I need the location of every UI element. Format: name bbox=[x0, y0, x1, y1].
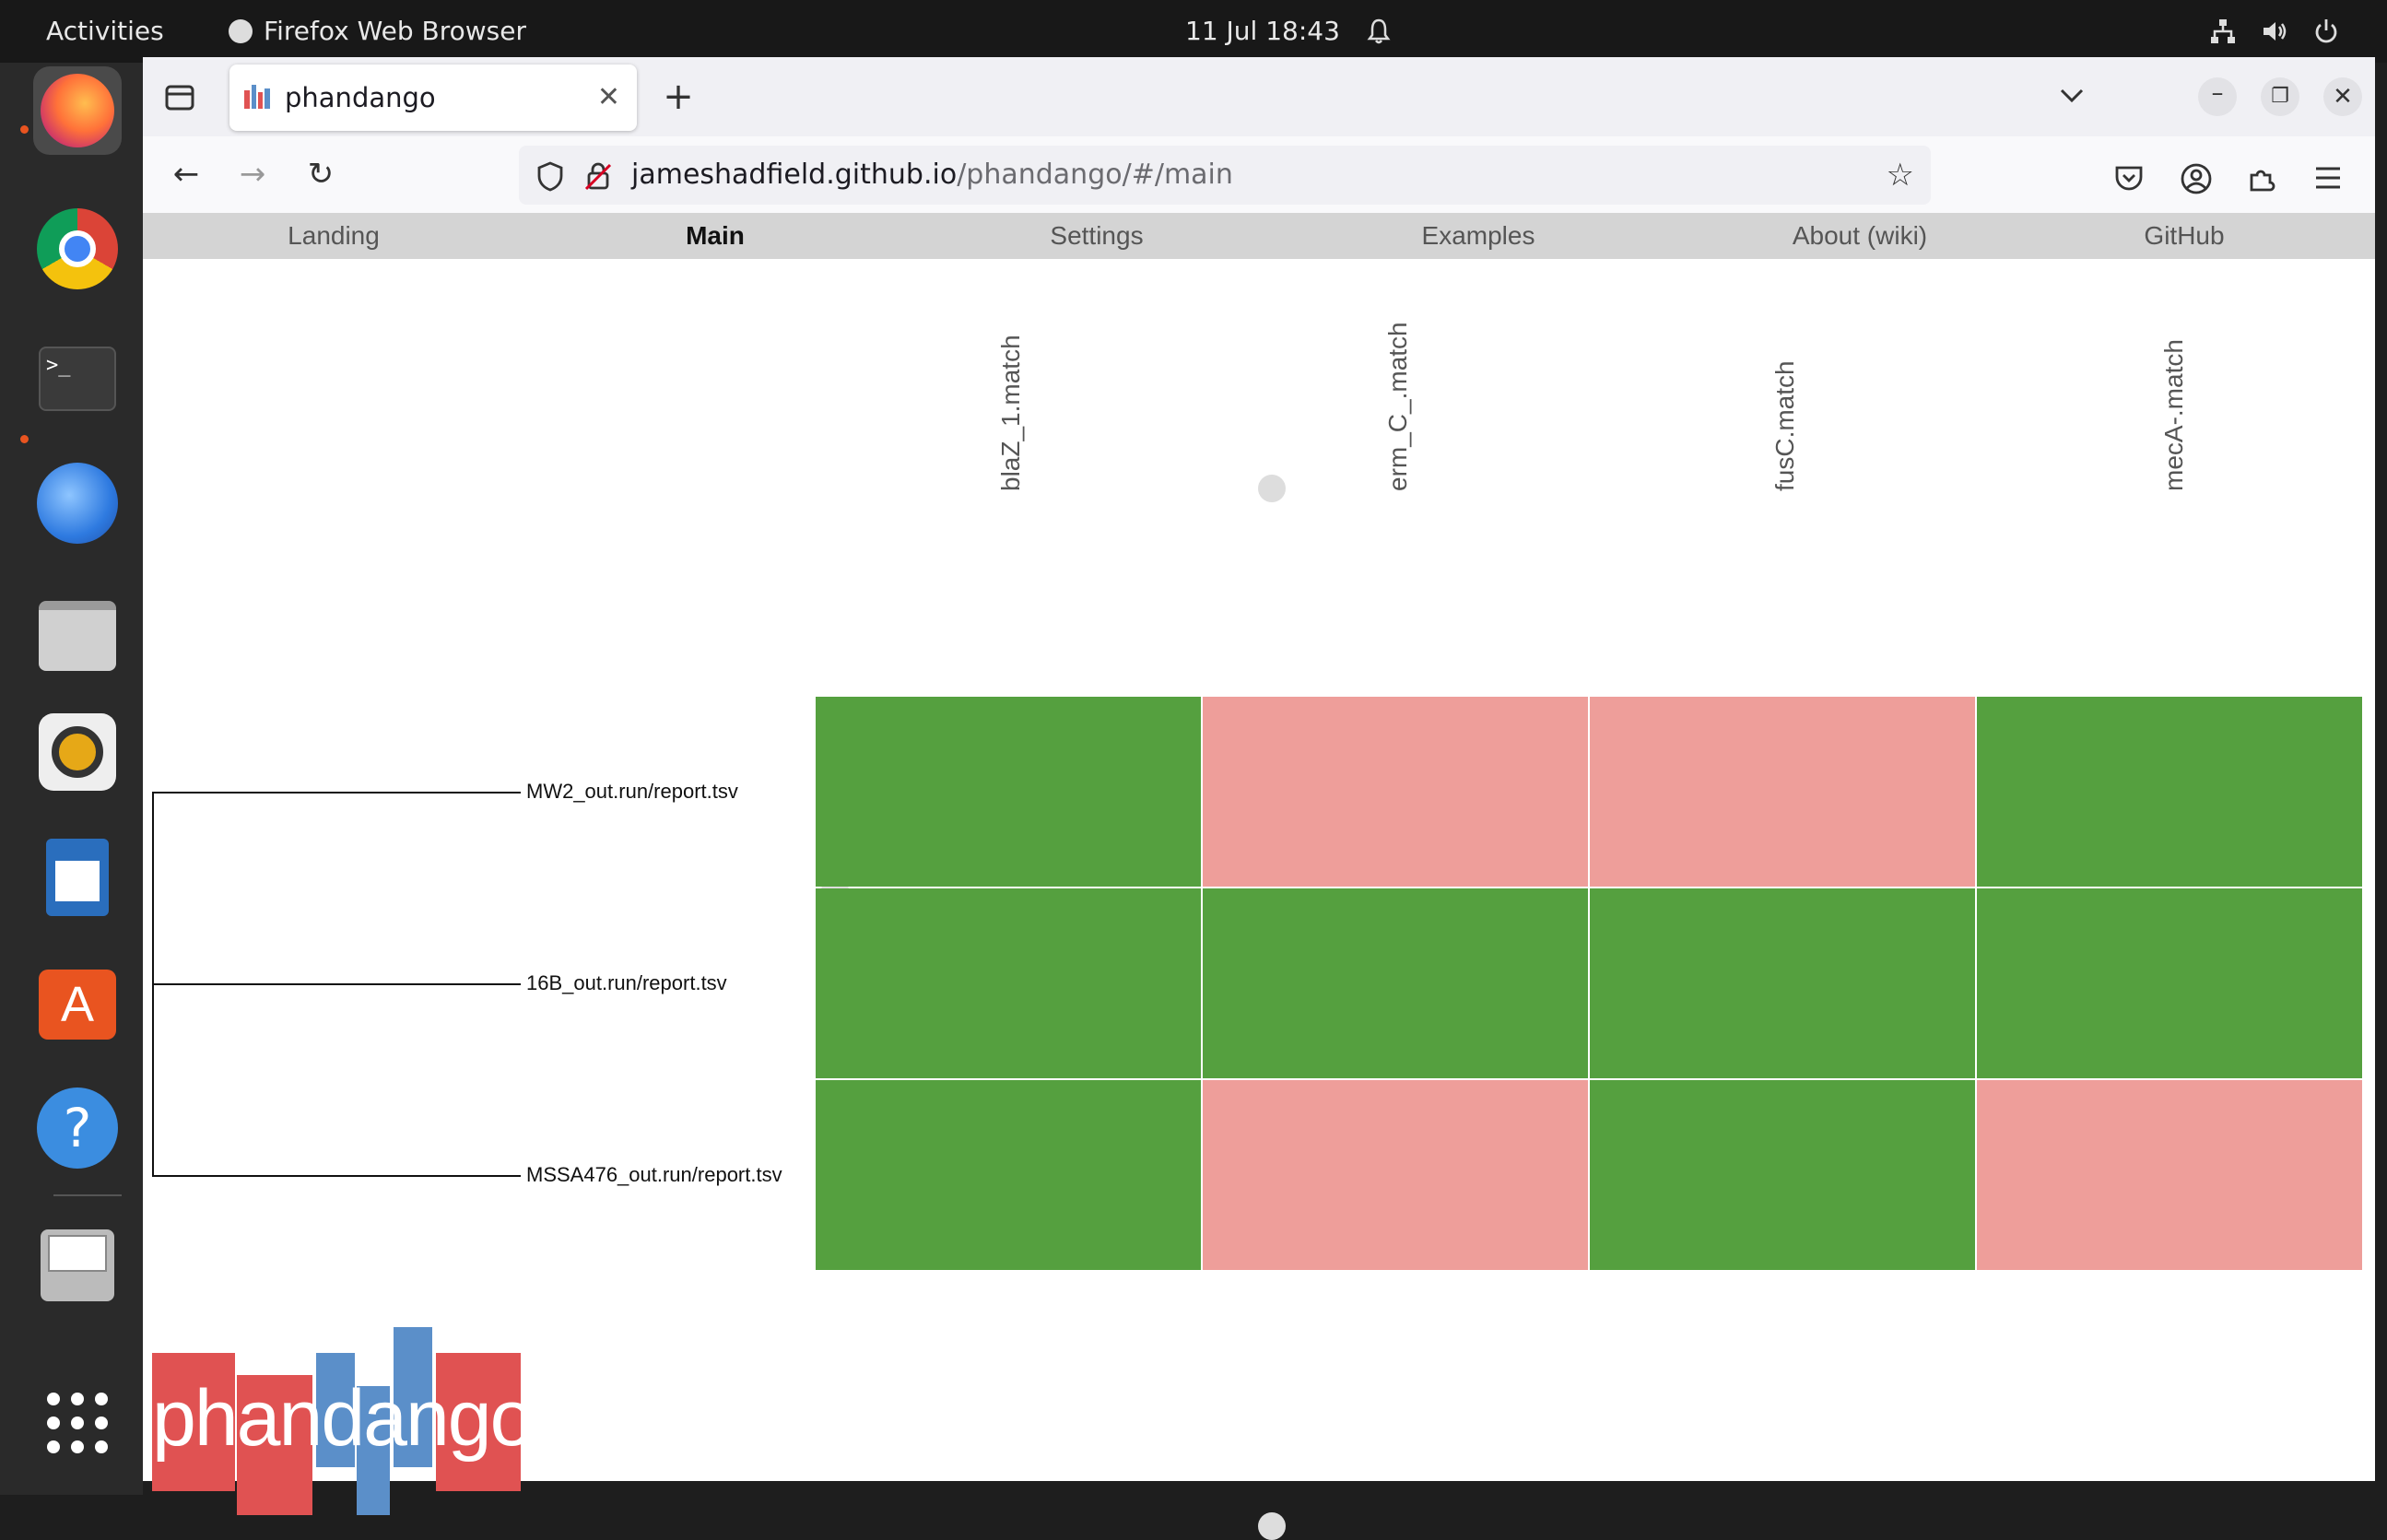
reload-icon[interactable]: ↻ bbox=[307, 156, 335, 193]
column-header-fusc: fusC.match bbox=[1770, 360, 1799, 491]
insecure-lock-icon[interactable] bbox=[583, 160, 613, 192]
leaf-label-16b[interactable]: 16B_out.run/report.tsv bbox=[526, 971, 727, 994]
menu-main[interactable]: Main bbox=[686, 221, 745, 250]
clock[interactable]: 11 Jul 18:43 bbox=[1185, 16, 1340, 46]
rhythmbox-dock-icon[interactable] bbox=[33, 708, 122, 796]
column-header-meca: mecA-.match bbox=[2159, 339, 2188, 491]
tree-branch-mw2 bbox=[152, 792, 521, 794]
heatmap-cell-present[interactable] bbox=[816, 888, 1201, 1078]
running-indicator bbox=[20, 125, 29, 134]
close-window-button[interactable]: ✕ bbox=[2323, 77, 2362, 116]
heatmap-cell-present[interactable] bbox=[1977, 697, 2362, 887]
files-dock-icon[interactable] bbox=[33, 584, 122, 673]
extensions-icon[interactable] bbox=[2246, 162, 2279, 195]
thunderbird-dock-icon[interactable] bbox=[33, 459, 122, 547]
hamburger-menu-icon[interactable] bbox=[2312, 164, 2344, 192]
heatmap-cell-present[interactable] bbox=[816, 697, 1201, 887]
menu-examples[interactable]: Examples bbox=[1421, 221, 1535, 250]
app-menu-label: Firefox Web Browser bbox=[264, 16, 526, 46]
leaf-label-mssa476[interactable]: MSSA476_out.run/report.tsv bbox=[526, 1163, 782, 1186]
url-bar[interactable]: jameshadfield.github.io/phandango/#/main… bbox=[519, 146, 1931, 205]
writer-dock-icon[interactable] bbox=[33, 833, 122, 922]
account-icon[interactable] bbox=[2180, 162, 2213, 195]
firefox-small-icon bbox=[229, 19, 253, 43]
app-center-dock-icon[interactable]: A bbox=[33, 957, 122, 1045]
menu-settings[interactable]: Settings bbox=[1050, 221, 1144, 250]
heatmap-cell-present[interactable] bbox=[1590, 888, 1975, 1078]
column-header-blaz: blaZ_1.match bbox=[996, 335, 1025, 491]
url-path: /phandango/#/main bbox=[957, 159, 1233, 191]
menu-landing[interactable]: Landing bbox=[288, 221, 380, 250]
firefox-view-icon[interactable] bbox=[163, 81, 196, 114]
resize-handle-bottom[interactable] bbox=[1258, 1512, 1286, 1540]
forward-arrow-icon[interactable]: → bbox=[239, 156, 266, 193]
heatmap-cell-absent[interactable] bbox=[1203, 1080, 1588, 1270]
maximize-button[interactable]: ❐ bbox=[2261, 77, 2299, 116]
list-all-tabs-icon[interactable] bbox=[2058, 85, 2086, 107]
help-dock-icon[interactable]: ? bbox=[33, 1084, 122, 1172]
network-icon[interactable] bbox=[2208, 17, 2238, 46]
browser-window: phandango ✕ + – ❐ ✕ ← → ↻ jameshadfield.… bbox=[143, 57, 2375, 1540]
dock-separator bbox=[53, 1194, 122, 1196]
back-arrow-icon[interactable]: ← bbox=[172, 156, 200, 193]
volume-icon[interactable] bbox=[2260, 17, 2289, 46]
new-tab-button[interactable]: + bbox=[663, 76, 694, 118]
dock: >_ A ? bbox=[0, 63, 143, 1495]
heatmap-cell-present[interactable] bbox=[816, 1080, 1201, 1270]
tab-title: phandango bbox=[285, 82, 436, 113]
menu-github[interactable]: GitHub bbox=[2144, 221, 2225, 250]
minimize-button[interactable]: – bbox=[2198, 77, 2237, 116]
heatmap-cell-present[interactable] bbox=[1590, 1080, 1975, 1270]
system-top-bar: Activities Firefox Web Browser 11 Jul 18… bbox=[0, 0, 2387, 63]
resize-handle-top[interactable] bbox=[1258, 475, 1286, 502]
phandango-favicon-icon bbox=[244, 85, 270, 109]
tree-branch-16b bbox=[152, 983, 521, 985]
tree-branch-mssa476 bbox=[152, 1175, 521, 1177]
power-icon[interactable] bbox=[2311, 17, 2341, 46]
bookmark-star-icon[interactable]: ☆ bbox=[1886, 157, 1914, 194]
heatmap-cell-absent[interactable] bbox=[1203, 697, 1588, 887]
running-indicator bbox=[20, 435, 29, 443]
terminal-dock-icon[interactable]: >_ bbox=[33, 334, 122, 422]
shield-icon[interactable] bbox=[535, 160, 565, 192]
notification-bell-icon[interactable] bbox=[1364, 17, 1393, 46]
phandango-logo: phandango bbox=[152, 1327, 534, 1516]
main-panel: blaZ_1.match erm_C_.match fusC.match mec… bbox=[143, 259, 2375, 1540]
disk-dock-icon[interactable] bbox=[33, 1220, 122, 1309]
pocket-icon[interactable] bbox=[2113, 164, 2145, 194]
activities-button[interactable]: Activities bbox=[46, 16, 164, 46]
show-apps-icon[interactable] bbox=[33, 1375, 122, 1464]
firefox-dock-icon[interactable] bbox=[33, 66, 122, 155]
logo-text: phandango bbox=[152, 1374, 534, 1463]
heatmap-cell-present[interactable] bbox=[1203, 888, 1588, 1078]
column-header-ermc: erm_C_.match bbox=[1383, 322, 1412, 491]
menu-about-wiki[interactable]: About (wiki) bbox=[1792, 221, 1928, 250]
heatmap-cell-present[interactable] bbox=[1977, 888, 2362, 1078]
url-text[interactable]: jameshadfield.github.io/phandango/#/main bbox=[631, 146, 1233, 205]
chrome-dock-icon[interactable] bbox=[33, 205, 122, 293]
heatmap-cell-absent[interactable] bbox=[1977, 1080, 2362, 1270]
tab-phandango[interactable]: phandango ✕ bbox=[229, 65, 637, 131]
gene-presence-heatmap bbox=[816, 697, 2364, 1272]
site-menu: Landing Main Settings Examples About (wi… bbox=[143, 213, 2375, 259]
leaf-label-mw2[interactable]: MW2_out.run/report.tsv bbox=[526, 780, 738, 803]
heatmap-cell-absent[interactable] bbox=[1590, 697, 1975, 887]
tab-bar: phandango ✕ + – ❐ ✕ bbox=[143, 57, 2375, 136]
navigation-bar: ← → ↻ jameshadfield.github.io/phandango/… bbox=[143, 136, 2375, 222]
tab-close-icon[interactable]: ✕ bbox=[596, 81, 620, 113]
url-host: jameshadfield.github.io bbox=[631, 159, 958, 191]
app-menu[interactable]: Firefox Web Browser bbox=[229, 0, 526, 63]
